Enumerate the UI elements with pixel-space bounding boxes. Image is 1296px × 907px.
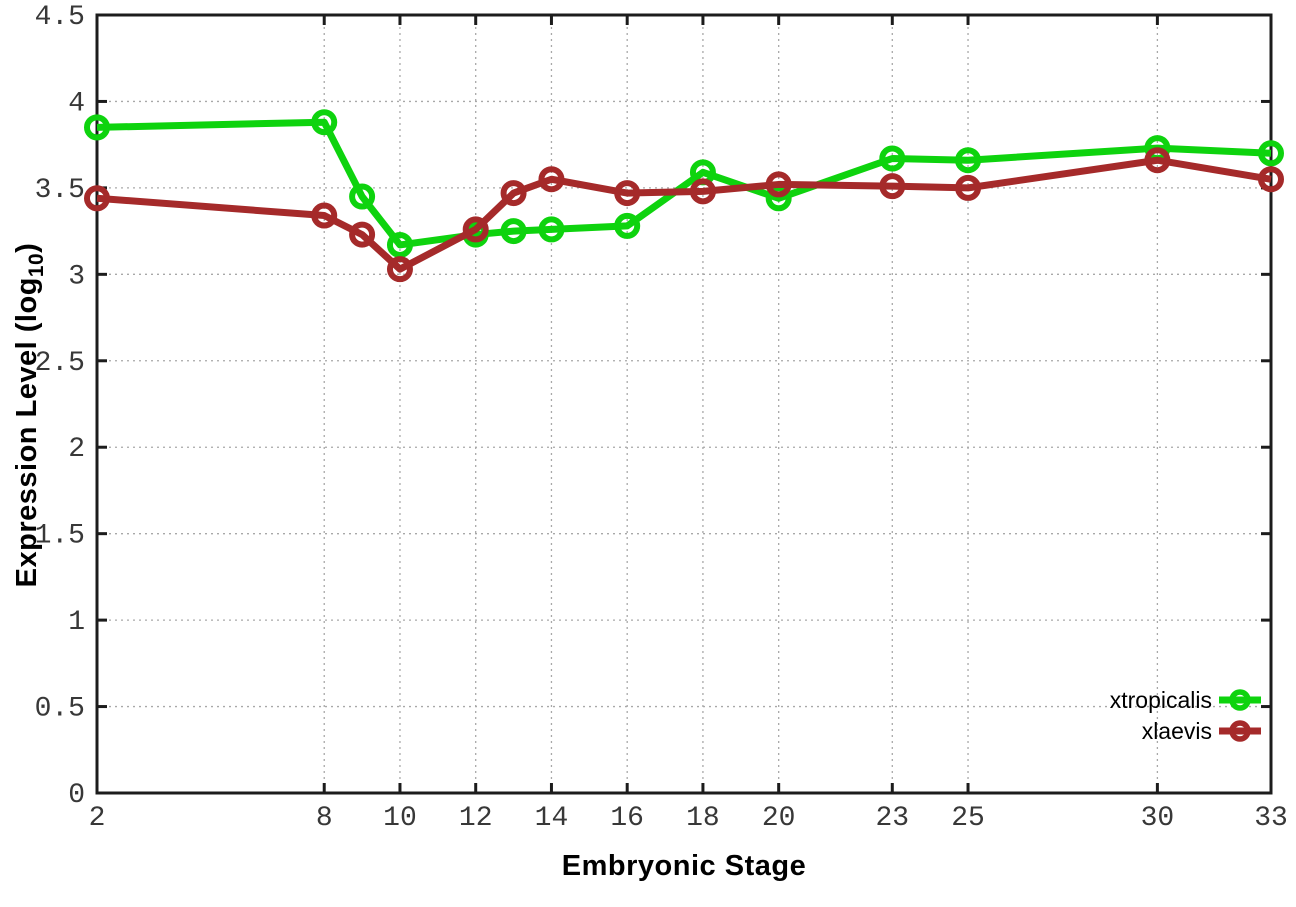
series-xlaevis-marker	[84, 185, 110, 212]
legend-entry-xlaevis: xlaevis	[1142, 718, 1261, 744]
y-tick-label: 1	[68, 607, 85, 638]
y-tick-label: 2.5	[35, 348, 85, 379]
series-xtropicalis-marker	[349, 183, 376, 210]
series-xlaevis-marker	[386, 256, 413, 283]
plot-border	[95, 13, 1273, 795]
x-tick-label: 12	[459, 803, 493, 834]
series-xtropicalis-marker	[879, 145, 906, 172]
x-tick-label: 8	[316, 803, 333, 834]
series-xlaevis-marker	[349, 221, 376, 248]
series-xlaevis-marker	[879, 173, 906, 200]
y-axis-title-text: Expression Level (log	[11, 277, 44, 588]
x-tick-label: 10	[383, 803, 417, 834]
x-tick-label: 16	[610, 803, 644, 834]
series-xlaevis-marker	[1258, 166, 1284, 193]
y-tick-label: 0.5	[35, 694, 85, 725]
gridlines	[97, 15, 1271, 793]
y-tick-label: 3.5	[35, 175, 85, 206]
series-xlaevis-marker	[311, 202, 338, 229]
legend-entry-xtropicalis: xtropicalis	[1110, 687, 1261, 713]
y-tick-label: 0	[68, 780, 85, 811]
y-tick-label: 1.5	[35, 521, 85, 552]
series-xtropicalis-marker	[1258, 140, 1284, 167]
series-xlaevis-marker	[689, 178, 716, 205]
series-xtropicalis-marker	[614, 212, 641, 239]
y-tick-label: 4	[68, 88, 85, 119]
x-tick-label: 23	[875, 803, 909, 834]
x-tick-label: 18	[686, 803, 720, 834]
series-xlaevis-marker	[500, 180, 527, 207]
y-axis-title-subscript: 10	[24, 252, 48, 278]
y-tick-labels: 0 0.5 1 1.5 2 2.5 3 3.5 4 4.5	[35, 2, 85, 811]
x-tick-label: 20	[762, 803, 796, 834]
series-xtropicalis-marker	[386, 231, 413, 258]
series-xtropicalis-line	[96, 118, 1272, 249]
x-tick-label: 2	[89, 803, 106, 834]
series-xlaevis-marker	[765, 171, 792, 198]
y-tick-label: 3	[68, 261, 85, 292]
series-xlaevis-line	[96, 156, 1272, 273]
legend-label-xlaevis: xlaevis	[1142, 718, 1212, 744]
x-tick-label: 25	[951, 803, 985, 834]
y-axis-title: Expression Level (log10)	[11, 243, 49, 588]
x-tick-label: 33	[1254, 803, 1288, 834]
series-xlaevis-marker	[1144, 147, 1171, 174]
y-axis-title-close-paren: )	[11, 242, 44, 253]
y-tick-label: 4.5	[35, 2, 85, 33]
series-xtropicalis	[84, 109, 1284, 258]
series-xlaevis-marker	[614, 180, 641, 207]
series-xtropicalis-marker	[311, 109, 338, 136]
series-xtropicalis-marker	[955, 147, 982, 174]
legend-sample-marker-xlaevis	[1229, 720, 1251, 742]
series-xtropicalis-marker	[538, 216, 565, 243]
y-tick-label: 2	[68, 434, 85, 465]
series-xtropicalis-marker	[84, 114, 110, 141]
series-xlaevis-marker	[538, 166, 565, 193]
tick-marks	[95, 13, 1273, 795]
x-tick-label: 14	[535, 803, 569, 834]
series-xlaevis-marker	[955, 174, 982, 201]
series-xtropicalis-marker	[500, 218, 527, 245]
series-xtropicalis-marker	[765, 185, 792, 212]
legend: xtropicalis xlaevis	[1110, 687, 1261, 744]
legend-sample-marker-xtropicalis	[1229, 689, 1251, 711]
x-tick-labels: 2 8 10 12 14 16 18 20 23 25 30 33	[89, 803, 1288, 834]
legend-label-xtropicalis: xtropicalis	[1110, 687, 1212, 713]
x-axis-title: Embryonic Stage	[561, 850, 807, 882]
series-xlaevis	[84, 147, 1284, 283]
series-xlaevis-marker	[462, 216, 489, 243]
x-tick-label: 30	[1141, 803, 1175, 834]
